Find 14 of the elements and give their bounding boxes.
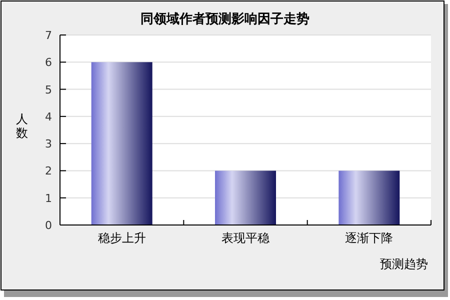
- y-tick-label: 2: [45, 164, 52, 178]
- y-axis-title: 人数: [16, 112, 28, 140]
- y-tick-label: 3: [45, 138, 52, 151]
- y-tick-label: 6: [45, 56, 52, 70]
- y-tick-label: 7: [45, 29, 52, 42]
- x-tick-label: 稳步上升: [98, 231, 146, 245]
- chart-title: 同领域作者预测影响因子走势: [140, 11, 310, 27]
- x-tick-label: 表现平稳: [222, 231, 270, 245]
- x-tick-label: 逐渐下降: [345, 231, 394, 245]
- y-tick-label: 1: [45, 192, 52, 205]
- x-axis-title: 预测趋势: [380, 257, 428, 271]
- y-tick-label: 4: [45, 110, 52, 124]
- y-tick-label: 0: [45, 219, 52, 232]
- y-tick-label: 5: [45, 83, 52, 96]
